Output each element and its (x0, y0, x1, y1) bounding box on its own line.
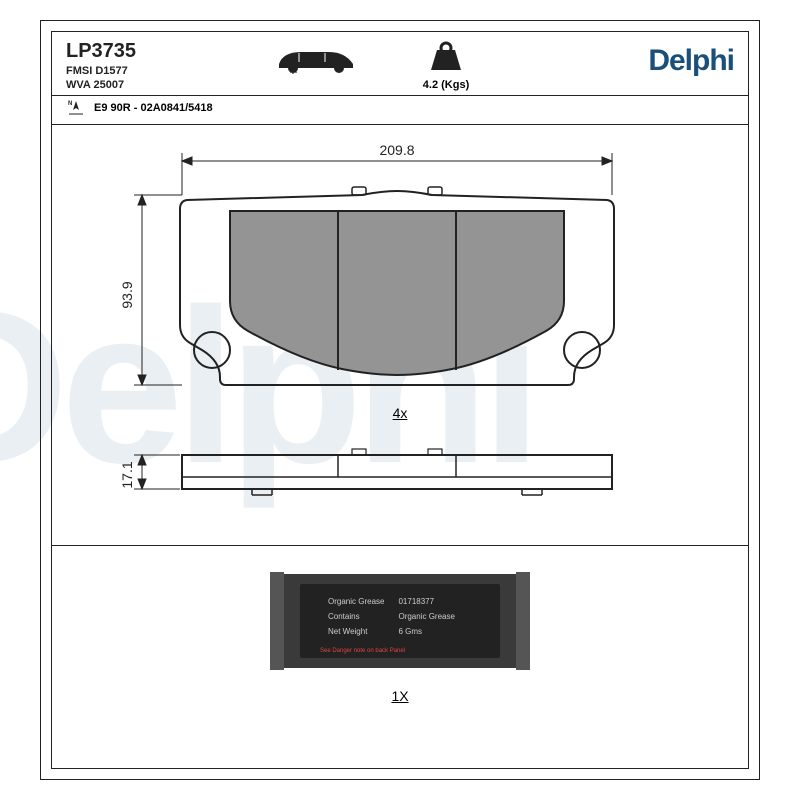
grease-row: ContainsOrganic Grease (322, 611, 461, 624)
divider-3 (52, 545, 748, 546)
weight-block: 4.2 (Kgs) (386, 40, 506, 91)
weight-number: 4.2 (423, 79, 438, 91)
technical-drawing: 209.8 93.9 (52, 125, 748, 545)
brand-logo: Delphi (648, 44, 734, 78)
grease-row: Organic Grease01718377 (322, 596, 461, 609)
grease-packet: Organic Grease01718377 ContainsOrganic G… (270, 566, 530, 676)
weight-icon (427, 40, 465, 72)
weight-unit: (Kgs) (441, 79, 469, 91)
approval-code: E9 90R - 02A0841/5418 (94, 102, 213, 114)
header-row: LP3735 FMSI D1577 WVA 25007 4.2 (Kgs) (52, 32, 748, 95)
drawing-area: 209.8 93.9 (52, 125, 748, 545)
grease-warning: See Danger note on back Panel (320, 648, 480, 654)
part-ref-2: WVA 25007 (66, 79, 246, 91)
weight-value: 4.2 (Kgs) (386, 79, 506, 91)
grease-quantity: 1X (52, 688, 748, 704)
inner-frame: LP3735 FMSI D1577 WVA 25007 4.2 (Kgs) (51, 31, 749, 769)
part-block: LP3735 FMSI D1577 WVA 25007 (66, 40, 246, 91)
vehicle-icon (246, 42, 386, 81)
svg-text:N: N (68, 101, 72, 107)
brake-pad-front (180, 187, 614, 385)
dim-height: 93.9 (119, 281, 135, 308)
approval-row: N E9 90R - 02A0841/5418 (52, 96, 748, 124)
brake-pad-side (182, 449, 612, 495)
grease-area: Organic Grease01718377 ContainsOrganic G… (52, 566, 748, 746)
part-number: LP3735 (66, 40, 246, 63)
dim-width: 209.8 (379, 142, 414, 158)
outer-frame: LP3735 FMSI D1577 WVA 25007 4.2 (Kgs) (40, 20, 760, 780)
grease-row: Net Weight6 Gms (322, 626, 461, 639)
pad-quantity: 4x (52, 405, 748, 421)
part-ref-1: FMSI D1577 (66, 65, 246, 77)
grease-label-table: Organic Grease01718377 ContainsOrganic G… (320, 594, 463, 640)
dim-thickness: 17.1 (119, 461, 135, 488)
compass-icon: N (66, 98, 86, 118)
